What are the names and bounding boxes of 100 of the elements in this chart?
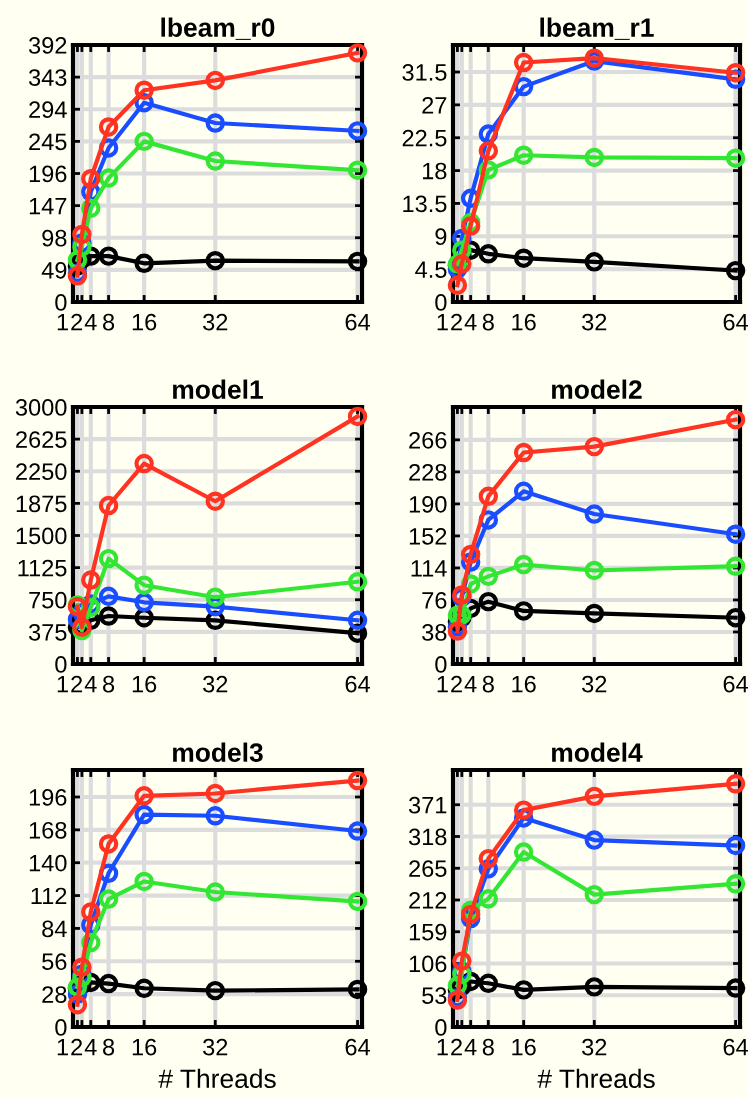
y-tick-label: 168 xyxy=(29,821,67,839)
x-axis-title: # Threads xyxy=(158,1068,276,1089)
y-tick-label: 4.5 xyxy=(415,261,447,278)
x-tick-label: 32 xyxy=(203,1038,228,1056)
y-tick-label: 147 xyxy=(29,197,67,215)
y-tick-label: 2625 xyxy=(16,431,67,448)
x-tick-label: 4 xyxy=(464,675,477,693)
y-tick-label: 0 xyxy=(435,656,447,673)
x-tick-label: 16 xyxy=(512,1038,536,1056)
y-tick-label: 53 xyxy=(422,987,447,1005)
y-tick-label: 343 xyxy=(28,69,67,86)
x-tick-label: 64 xyxy=(723,1038,748,1056)
x-tick-label: 1 xyxy=(57,675,68,693)
y-tick-label: 3000 xyxy=(15,399,67,416)
y-tick-label: 38 xyxy=(422,624,447,641)
x-tick-label: 16 xyxy=(132,675,157,693)
y-tick-label: 0 xyxy=(55,294,67,311)
x-tick-label: 8 xyxy=(482,675,494,693)
y-tick-label: 265 xyxy=(409,860,447,878)
x-tick-label: 16 xyxy=(132,1038,157,1056)
y-tick-label: 18 xyxy=(422,162,447,180)
x-tick-label: 2 xyxy=(451,313,462,331)
y-tick-label: 375 xyxy=(28,623,67,641)
x-tick-label: 8 xyxy=(482,1038,494,1056)
x-tick-label: 1 xyxy=(437,675,448,693)
y-tick-label: 13.5 xyxy=(403,195,447,213)
x-tick-label: 16 xyxy=(512,675,536,693)
x-tick-label: 2 xyxy=(451,1038,462,1056)
x-tick-label: 8 xyxy=(103,313,115,331)
x-tick-label: 1 xyxy=(57,1038,68,1056)
y-tick-label: 245 xyxy=(29,133,67,151)
y-tick-label: 750 xyxy=(29,591,67,609)
y-tick-label: 27 xyxy=(422,96,447,114)
x-tick-label: 2 xyxy=(451,675,462,693)
x-tick-label: 64 xyxy=(345,313,370,331)
x-tick-label: 2 xyxy=(71,1038,83,1056)
x-tick-label: 32 xyxy=(582,1038,607,1056)
y-tick-label: 22.5 xyxy=(402,129,447,147)
x-tick-label: 2 xyxy=(71,313,83,331)
y-tick-label: 392 xyxy=(28,37,67,54)
x-tick-label: 64 xyxy=(345,1038,370,1056)
y-tick-label: 0 xyxy=(55,656,67,673)
x-tick-label: 32 xyxy=(582,675,607,693)
y-tick-label: 196 xyxy=(29,165,67,183)
chart-title: lbeam_r0 xyxy=(161,17,275,40)
chart-title: model4 xyxy=(552,742,643,762)
x-tick-label: 1 xyxy=(437,1038,448,1056)
x-tick-label: 4 xyxy=(464,1038,477,1056)
y-tick-label: 31.5 xyxy=(402,64,447,81)
x-tick-label: 2 xyxy=(71,675,83,693)
x-tick-label: 64 xyxy=(345,675,370,693)
y-tick-label: 196 xyxy=(29,789,67,806)
y-tick-label: 0 xyxy=(435,294,447,311)
y-tick-label: 1875 xyxy=(16,495,67,513)
y-tick-label: 266 xyxy=(409,431,447,449)
x-tick-label: 4 xyxy=(84,313,97,331)
x-tick-label: 32 xyxy=(203,313,228,331)
y-tick-label: 84 xyxy=(42,920,67,938)
chart-title: model3 xyxy=(173,742,263,762)
x-tick-label: 4 xyxy=(84,1038,97,1056)
x-tick-label: 8 xyxy=(103,1038,115,1056)
x-tick-label: 16 xyxy=(512,313,536,331)
y-tick-label: 2250 xyxy=(16,463,67,481)
y-tick-label: 1500 xyxy=(16,527,67,545)
x-tick-label: 8 xyxy=(482,313,494,331)
y-tick-label: 140 xyxy=(29,854,67,872)
y-tick-label: 190 xyxy=(409,495,447,513)
y-tick-label: 152 xyxy=(409,527,447,545)
chart-title: lbeam_r1 xyxy=(540,17,654,40)
y-tick-label: 294 xyxy=(29,101,67,119)
y-tick-label: 371 xyxy=(408,796,447,814)
y-tick-label: 228 xyxy=(409,463,447,481)
x-tick-label: 32 xyxy=(203,675,228,693)
y-tick-label: 106 xyxy=(409,955,447,973)
y-tick-label: 114 xyxy=(411,560,447,577)
y-tick-label: 49 xyxy=(41,261,67,279)
x-tick-label: 64 xyxy=(723,313,748,331)
y-tick-label: 56 xyxy=(42,953,67,971)
x-tick-label: 8 xyxy=(103,675,115,693)
x-tick-label: 16 xyxy=(132,313,157,331)
x-tick-label: 32 xyxy=(582,313,607,331)
x-axis-title: # Threads xyxy=(537,1068,655,1089)
y-tick-label: 76 xyxy=(422,592,447,609)
y-tick-label: 28 xyxy=(42,986,67,1003)
y-tick-label: 318 xyxy=(408,828,447,846)
x-tick-label: 1 xyxy=(57,313,68,331)
x-tick-label: 4 xyxy=(464,313,477,331)
y-tick-label: 0 xyxy=(55,1019,67,1036)
chart-title: model2 xyxy=(552,379,642,399)
x-tick-label: 4 xyxy=(84,675,97,693)
x-tick-label: 64 xyxy=(723,675,748,693)
y-tick-label: 212 xyxy=(409,892,447,909)
y-tick-label: 9 xyxy=(435,228,447,246)
y-tick-label: 0 xyxy=(435,1019,447,1036)
y-tick-label: 98 xyxy=(42,229,67,247)
y-tick-label: 1125 xyxy=(18,559,67,577)
y-tick-label: 112 xyxy=(31,887,67,905)
y-tick-label: 159 xyxy=(409,923,447,941)
x-tick-label: 1 xyxy=(437,313,448,331)
chart-title: model1 xyxy=(173,379,263,399)
